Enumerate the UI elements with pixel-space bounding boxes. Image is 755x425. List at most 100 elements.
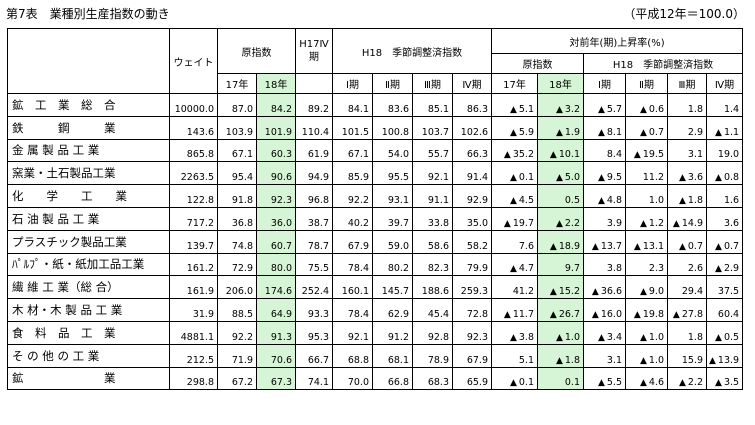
cell-rq2: ▲ 13.1 xyxy=(625,229,668,254)
negative-mark: ▲ xyxy=(597,104,605,115)
rate-value: 1.1 xyxy=(723,126,740,138)
negative-mark: ▲ xyxy=(633,150,641,161)
rate-value: 1.8 xyxy=(687,103,703,115)
cell-r18: 0.5 xyxy=(537,184,584,208)
negative-mark: ▲ xyxy=(509,264,517,275)
rate-value: 36.6 xyxy=(600,286,622,298)
cell-y17: 95.4 xyxy=(217,161,257,186)
rate-value: 1.6 xyxy=(723,194,740,206)
cell-rq4: 37.5 xyxy=(705,275,744,300)
negative-mark: ▲ xyxy=(678,241,686,252)
header-yoy-gen-index: 原指数 xyxy=(491,53,584,74)
cell-q3: 82.3 xyxy=(412,252,453,277)
cell-rq2: ▲ 19.5 xyxy=(625,138,668,163)
rate-value: 11.7 xyxy=(512,308,534,320)
rate-value: 11.2 xyxy=(642,172,664,184)
cell-q4: 72.8 xyxy=(452,298,492,322)
cell-rq1: ▲ 5.7 xyxy=(583,93,626,117)
rate-value: 3.5 xyxy=(723,377,740,389)
cell-r17: ▲ 0.1 xyxy=(491,161,538,186)
rate-value: 1.9 xyxy=(564,126,580,138)
cell-rq4: ▲ 1.1 xyxy=(705,115,744,140)
negative-mark: ▲ xyxy=(715,332,722,343)
cell-r17: 5.1 xyxy=(491,343,538,368)
cell-q2: 95.5 xyxy=(372,161,413,186)
cell-y18: 174.6 xyxy=(256,275,296,300)
rate-value: 5.1 xyxy=(518,103,534,115)
header-17: 17年 xyxy=(217,73,257,94)
negative-mark: ▲ xyxy=(639,127,647,138)
rate-value: 0.7 xyxy=(723,240,740,252)
cell-r18: ▲ 10.1 xyxy=(537,138,584,163)
rate-value: 15.2 xyxy=(558,286,580,298)
cell-y17: 87.0 xyxy=(217,93,257,117)
rate-value: 3.6 xyxy=(687,172,703,184)
cell-h17q4: 66.7 xyxy=(295,343,333,368)
table-row: 木 材・木 製 品 工 業 31.9 88.5 64.9 93.3 78.4 62.9 45.… xyxy=(7,298,744,322)
table-row: 繊 維 工 業（総 合） 161.9 206.0 174.6 252.4 160.1 145… xyxy=(7,275,744,300)
cell-h17q4: 96.8 xyxy=(295,184,333,208)
cell-q2: 62.9 xyxy=(372,298,413,322)
industry-name: ﾊﾟﾙﾌﾟ・紙・紙加工品工業 xyxy=(7,252,170,277)
header-rate-18: 18年 xyxy=(537,73,584,94)
rate-value: 3.1 xyxy=(606,354,622,366)
cell-weight: 161.2 xyxy=(169,252,218,277)
cell-y18: 101.9 xyxy=(256,115,296,140)
rate-value: 2.2 xyxy=(687,377,703,389)
cell-q3: 45.4 xyxy=(412,298,453,322)
rate-value: 13.7 xyxy=(600,240,622,252)
cell-rq1: ▲ 5.5 xyxy=(583,366,626,391)
cell-q1: 67.9 xyxy=(332,229,373,254)
cell-q1: 92.1 xyxy=(332,320,373,345)
cell-r18: ▲ 1.0 xyxy=(537,320,584,345)
negative-mark: ▲ xyxy=(709,355,716,366)
cell-rq2: ▲ 4.6 xyxy=(625,366,668,391)
industry-name-text: 食 料 品 工 業 xyxy=(12,325,116,340)
table-row: 化 学 工 業 122.8 91.8 92.3 96.8 92.2 93.1 91.1 92.9… xyxy=(7,184,744,208)
cell-q1: 78.4 xyxy=(332,298,373,322)
cell-q3: 103.7 xyxy=(412,115,453,140)
rate-value: 19.8 xyxy=(642,308,664,320)
cell-rq3: 15.9 xyxy=(667,343,707,368)
rate-value: 8.4 xyxy=(606,149,622,161)
cell-rq1: ▲ 3.4 xyxy=(583,320,626,345)
rate-value: 0.6 xyxy=(648,103,664,115)
rate-value: 9.7 xyxy=(564,263,580,275)
negative-mark: ▲ xyxy=(633,309,641,320)
cell-r18: ▲ 18.9 xyxy=(537,229,584,254)
table-row: 金 属 製 品 工 業 865.8 67.1 60.3 61.9 67.1 54.0 55.7… xyxy=(7,138,744,163)
negative-mark: ▲ xyxy=(591,309,599,320)
cell-rq3: ▲ 14.9 xyxy=(667,206,707,231)
cell-q2: 54.0 xyxy=(372,138,413,163)
cell-rq1: ▲ 36.6 xyxy=(583,275,626,300)
rate-value: 5.0 xyxy=(564,172,580,184)
rate-value: 9.5 xyxy=(606,172,622,184)
industry-name-text: 鉱 工 業 総 合 xyxy=(12,97,116,112)
negative-mark: ▲ xyxy=(639,218,647,229)
cell-y17: 103.9 xyxy=(217,115,257,140)
industry-name: そ の 他 の 工 業 xyxy=(7,343,170,368)
rate-value: 19.0 xyxy=(717,149,740,161)
cell-y17: 72.9 xyxy=(217,252,257,277)
negative-mark: ▲ xyxy=(672,309,680,320)
negative-mark: ▲ xyxy=(555,104,563,115)
rate-value: 2.6 xyxy=(687,263,703,275)
cell-rq2: ▲ 19.8 xyxy=(625,298,668,322)
negative-mark: ▲ xyxy=(678,195,686,206)
industry-name: 鉄 鋼 業 xyxy=(7,115,170,140)
cell-q2: 39.7 xyxy=(372,206,413,231)
cell-r18: 0.1 xyxy=(537,366,584,391)
cell-y18: 70.6 xyxy=(256,343,296,368)
rate-value: 3.2 xyxy=(564,103,580,115)
table-row: 窯業・土石製品工業 2263.5 95.4 90.6 94.9 85.9 95.5 92.1 9… xyxy=(7,161,744,186)
cell-q1: 78.4 xyxy=(332,252,373,277)
cell-q1: 70.0 xyxy=(332,366,373,391)
rate-value: 4.5 xyxy=(518,194,534,206)
cell-q4: 259.3 xyxy=(452,275,492,300)
industry-name-text: 鉱 業 xyxy=(12,371,116,386)
rate-value: 0.7 xyxy=(687,240,703,252)
rate-value: 4.8 xyxy=(606,194,622,206)
negative-mark: ▲ xyxy=(672,218,680,229)
cell-r17: ▲ 4.5 xyxy=(491,184,538,208)
cell-weight: 143.6 xyxy=(169,115,218,140)
